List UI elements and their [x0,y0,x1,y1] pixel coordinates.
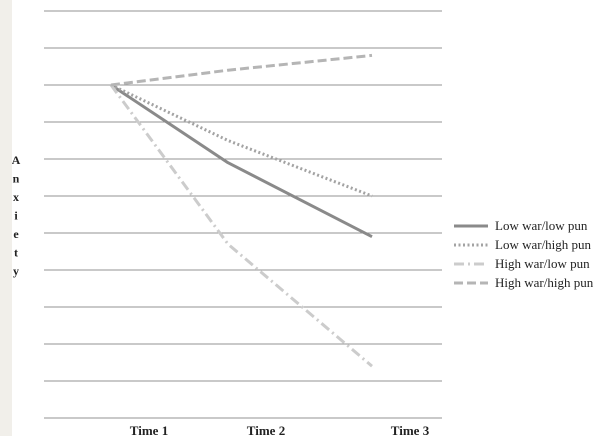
series-line-3 [111,85,372,366]
legend-label: Low war/high pun [495,237,592,252]
legend: Low war/low pun Low war/high pun High war/… [454,218,594,290]
series-lines [111,55,372,366]
y-axis-label-letter: t [14,246,18,260]
legend-label: Low war/low pun [495,218,588,233]
y-axis-label-letter: y [13,264,19,278]
x-tick-label: Time 2 [247,423,285,436]
x-tick-label: Time 1 [130,423,168,436]
x-tick-label: Time 3 [391,423,430,436]
y-axis-label-letter: x [13,190,19,204]
y-axis-label-letter: A [12,153,21,167]
y-axis-label-letter: n [13,172,20,186]
y-axis-label-letter: i [14,209,18,223]
grid-lines [44,11,442,418]
series-line-1 [111,85,372,237]
series-line-4 [111,55,372,85]
legend-label: High war/low pun [495,256,590,271]
y-axis-label-letter: e [13,227,19,241]
x-tick-labels: Time 1 Time 2 Time 3 [130,423,430,436]
legend-label: High war/high pun [495,275,594,290]
